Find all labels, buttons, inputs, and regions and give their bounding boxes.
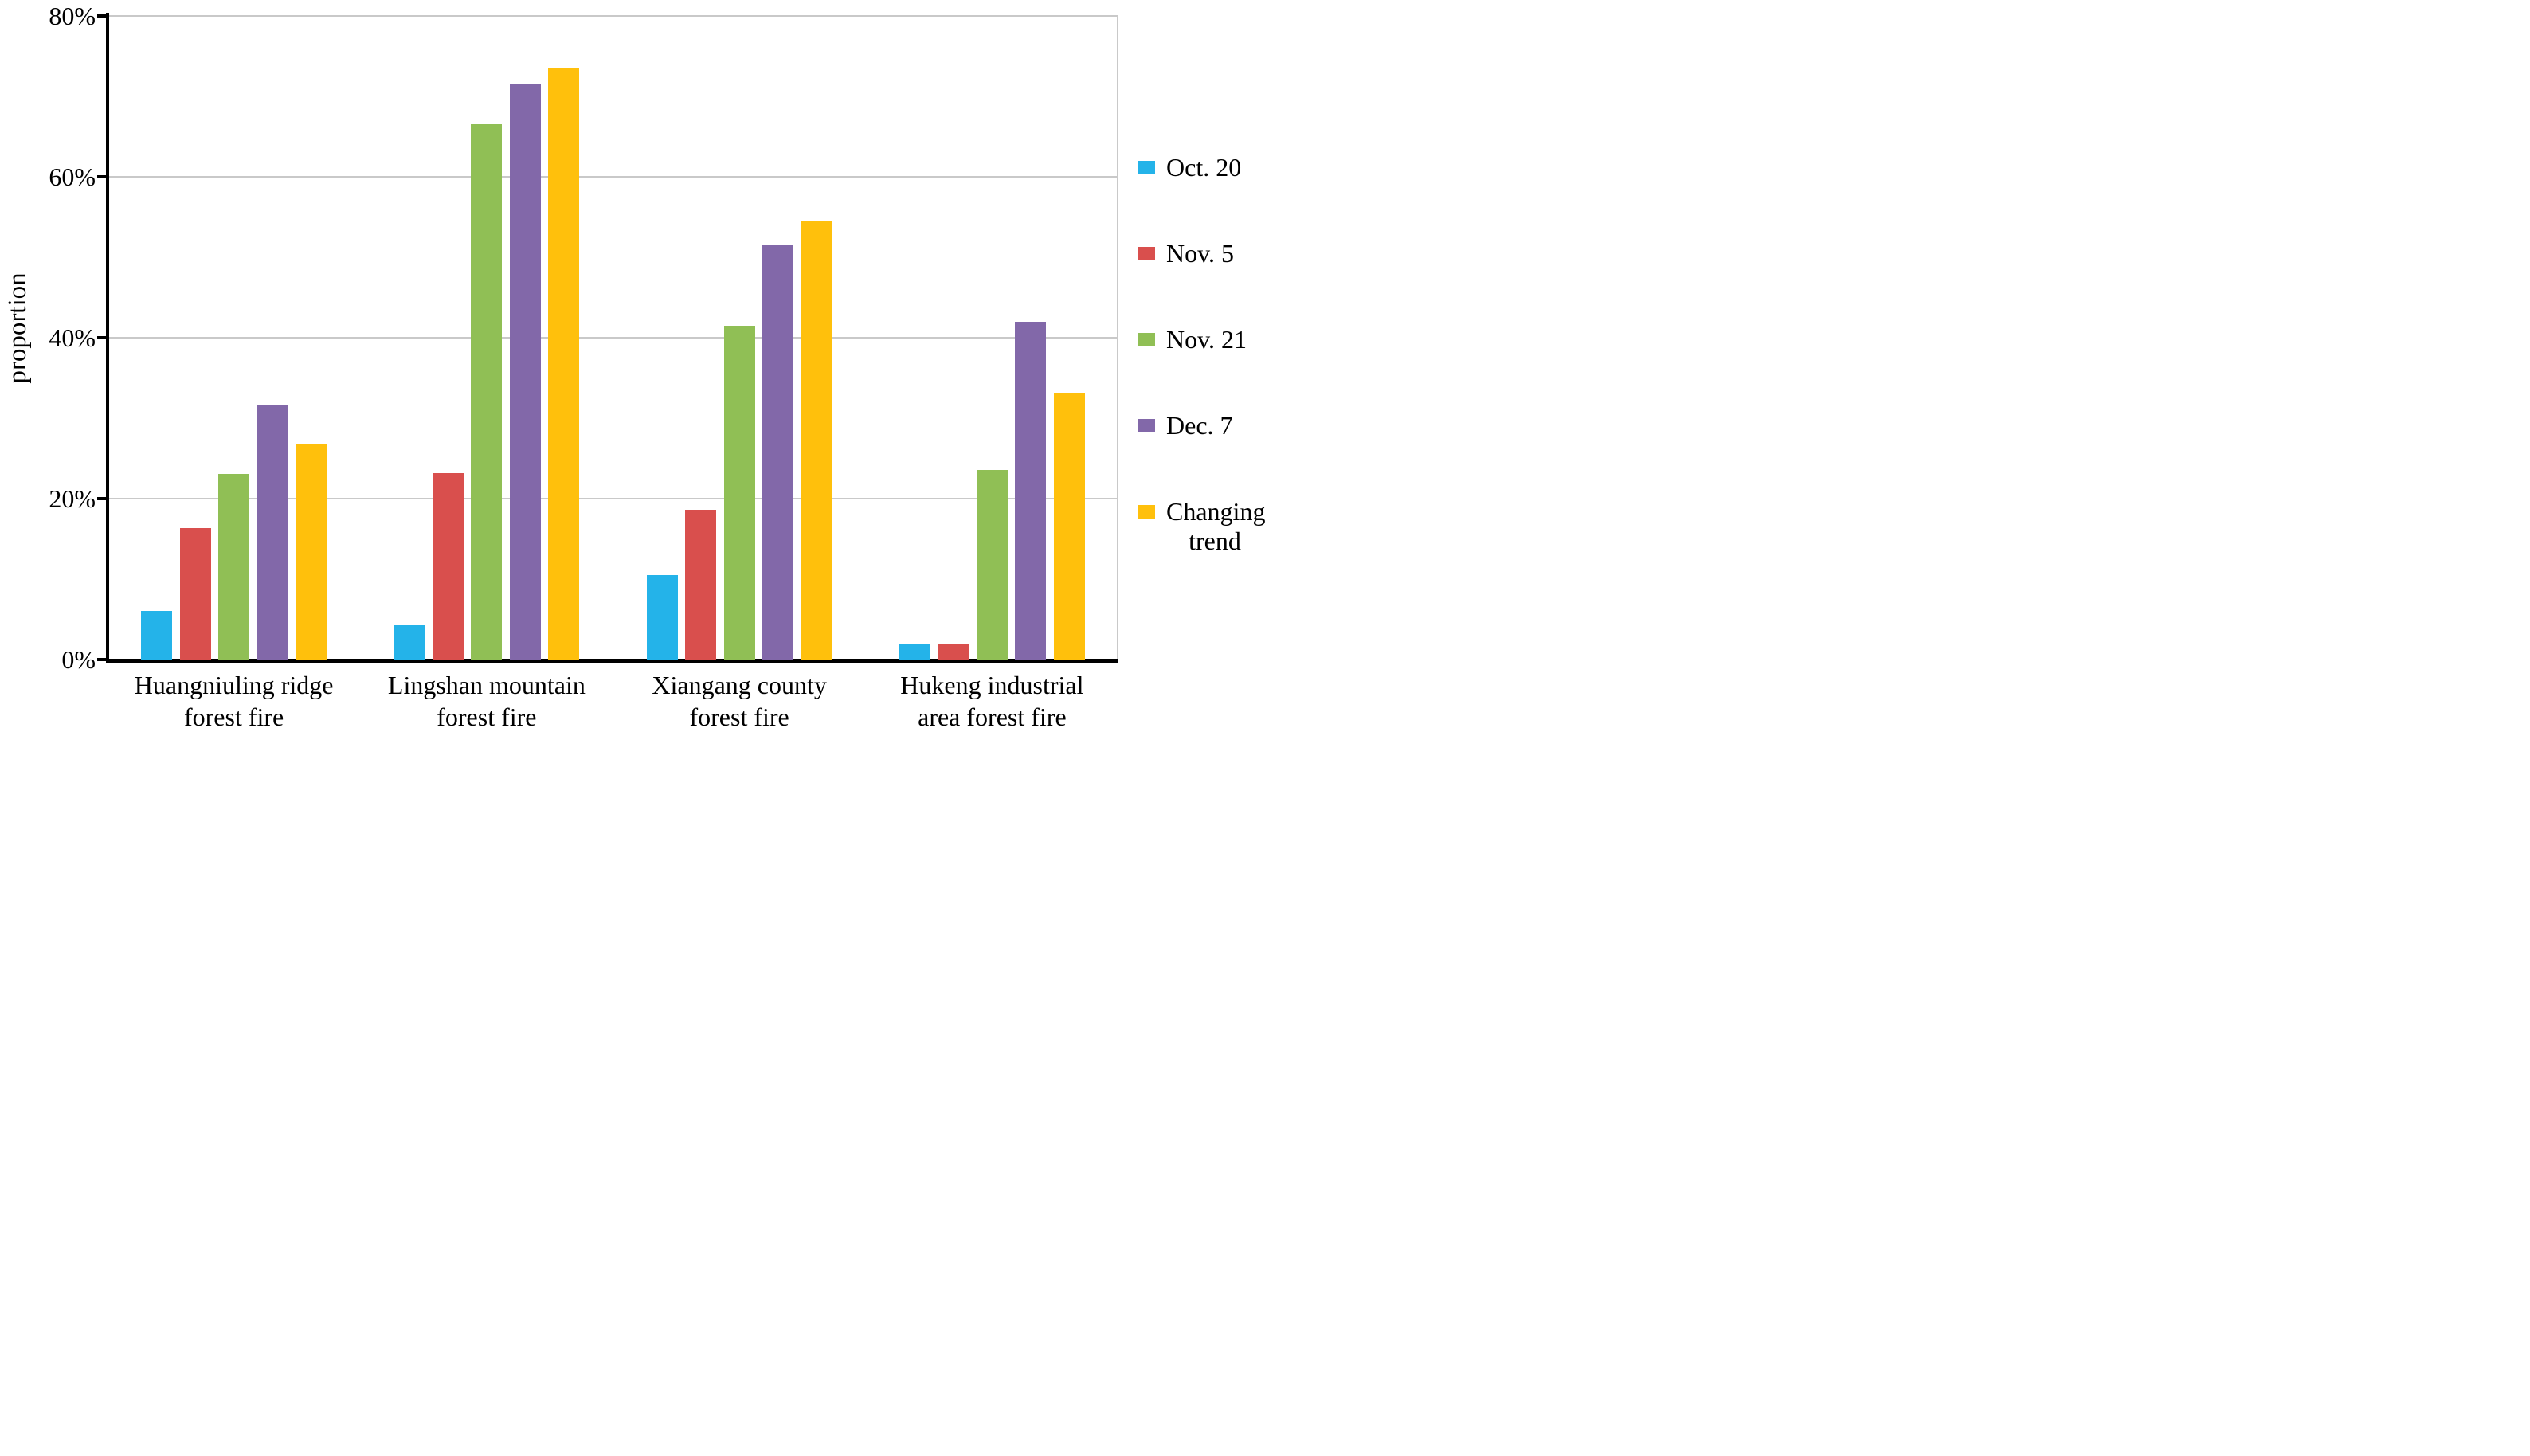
- bar-series5-group4: [1053, 392, 1085, 660]
- legend-item-1: Oct. 20: [1138, 153, 1263, 182]
- bar-series5-group3: [801, 221, 832, 660]
- legend-swatch-icon: [1138, 505, 1155, 519]
- legend-label: Nov. 21: [1166, 325, 1247, 354]
- legend-swatch-icon: [1138, 333, 1155, 346]
- x-category-label-line1: Xiangang county: [652, 671, 827, 699]
- legend-label: Dec. 7: [1166, 411, 1233, 440]
- bar-series3-group2: [471, 124, 503, 660]
- bar-series4-group2: [509, 83, 541, 660]
- y-tick-80pct: [97, 14, 108, 18]
- legend-label: Changing trend: [1166, 497, 1265, 555]
- legend-swatch-icon: [1138, 161, 1155, 174]
- x-category-label-2: Lingshan mountain forest fire: [359, 669, 614, 728]
- legend-item-3: Nov. 21: [1138, 325, 1263, 354]
- bar-series4-group3: [762, 245, 794, 660]
- bar-series5-group1: [296, 444, 327, 660]
- y-tick-20pct: [97, 497, 108, 500]
- gridline-40pct: [108, 337, 1118, 339]
- x-category-label-1: Huangniuling ridge forest fire: [107, 669, 362, 728]
- x-category-label-4: Hukeng industrial area forest fire: [864, 669, 1119, 728]
- y-tick-label-60pct: 60%: [49, 162, 96, 191]
- bar-series2-group4: [938, 643, 969, 660]
- legend-item-5: Changing trend: [1138, 497, 1265, 556]
- legend-swatch-icon: [1138, 247, 1155, 260]
- bar-series2-group1: [179, 528, 211, 660]
- bar-series4-group1: [257, 404, 288, 660]
- x-category-label-line2: forest fire: [689, 703, 789, 728]
- bar-series1-group1: [141, 611, 173, 660]
- x-category-label-line2: forest fire: [183, 703, 284, 728]
- bar-series2-group2: [432, 472, 464, 660]
- bar-series3-group3: [723, 325, 755, 660]
- bar-series5-group2: [548, 68, 580, 660]
- bar-series1-group2: [394, 624, 425, 660]
- x-category-label-line1: Hukeng industrial: [900, 671, 1084, 699]
- y-tick-label-20pct: 20%: [49, 484, 96, 513]
- plot-right-border: [1117, 16, 1118, 660]
- legend-label: Oct. 20: [1166, 153, 1242, 182]
- plot-area: proportion 0% 20% 40% 60% 80% Huangniuling ri…: [0, 0, 1265, 728]
- legend-item-2: Nov. 5: [1138, 239, 1263, 268]
- x-axis-line: [106, 659, 1118, 663]
- legend-item-4: Dec. 7: [1138, 411, 1263, 440]
- bar-series3-group1: [218, 473, 250, 660]
- bar-series2-group3: [685, 510, 717, 660]
- gridline-80pct: [108, 15, 1118, 17]
- bar-series1-group4: [899, 643, 930, 660]
- bar-chart-figure: proportion 0% 20% 40% 60% 80% Huangniuling ri…: [0, 0, 1265, 728]
- y-tick-label-0pct: 0%: [61, 645, 96, 674]
- y-tick-60pct: [97, 175, 108, 178]
- x-category-label-line2: forest fire: [437, 703, 537, 728]
- bar-series4-group4: [1015, 321, 1047, 660]
- y-tick-label-80pct: 80%: [49, 2, 96, 30]
- x-category-label-line1: Huangniuling ridge: [134, 671, 334, 699]
- x-category-label-line2: area forest fire: [918, 703, 1067, 728]
- y-tick-0pct: [97, 658, 108, 661]
- y-tick-40pct: [97, 336, 108, 339]
- x-category-label-3: Xiangang county forest fire: [612, 669, 867, 728]
- bar-series1-group3: [646, 574, 678, 660]
- y-tick-label-40pct: 40%: [49, 323, 96, 352]
- x-category-label-line1: Lingshan mountain: [387, 671, 586, 699]
- gridline-20pct: [108, 498, 1118, 499]
- bar-series3-group4: [976, 469, 1008, 660]
- gridline-60pct: [108, 176, 1118, 178]
- legend-swatch-icon: [1138, 419, 1155, 432]
- y-axis-line: [106, 13, 109, 663]
- legend-label: Nov. 5: [1166, 239, 1235, 268]
